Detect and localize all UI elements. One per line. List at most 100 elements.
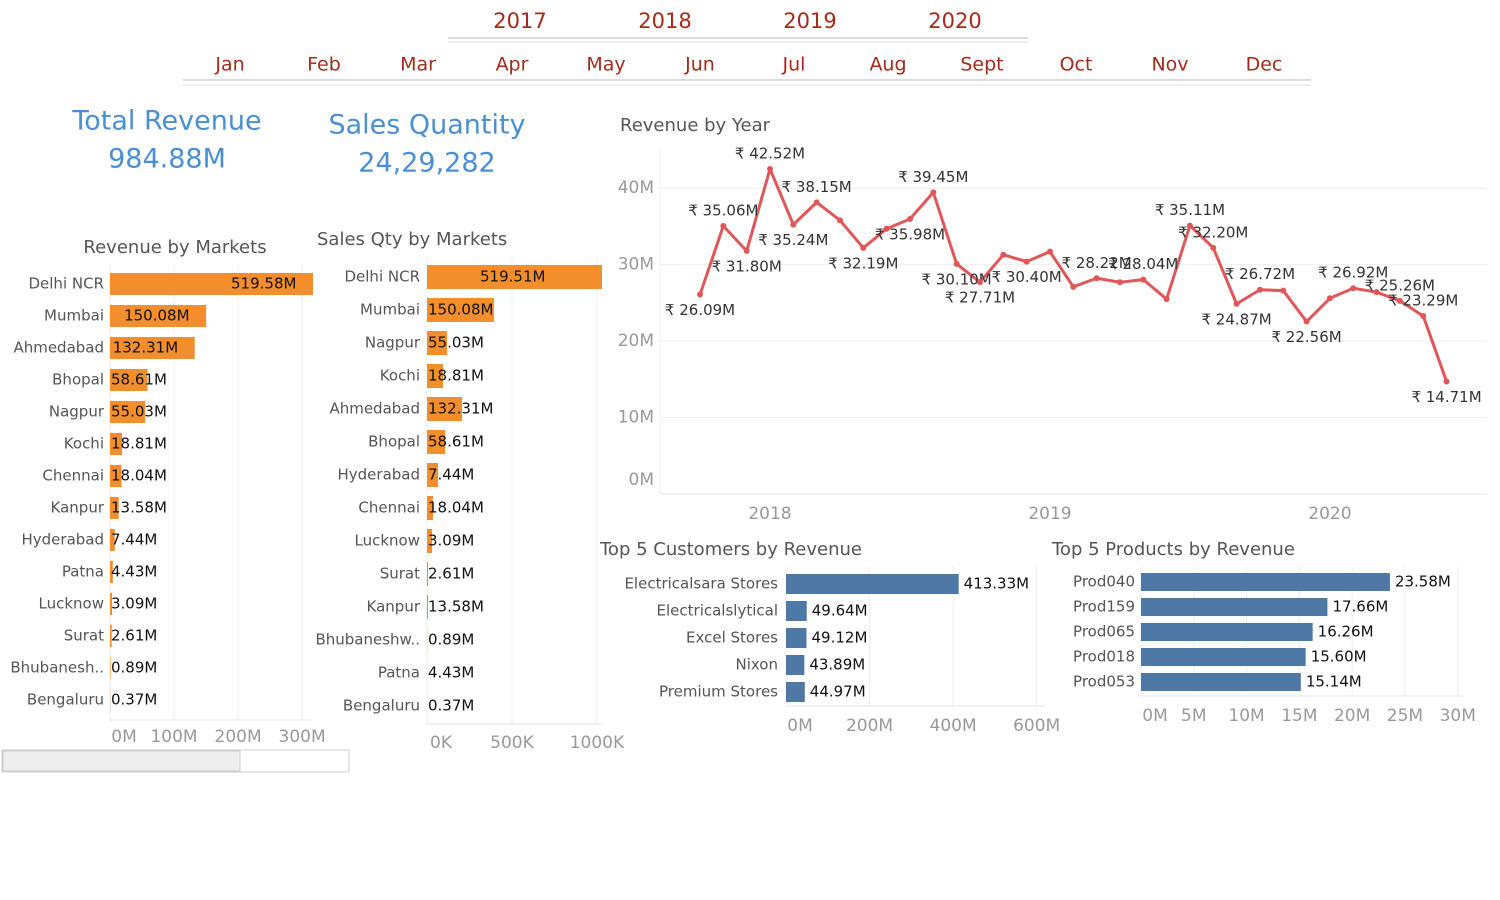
point bbox=[767, 165, 773, 172]
category-label: Excel Stores bbox=[686, 629, 778, 647]
bar bbox=[110, 305, 207, 327]
point bbox=[1280, 287, 1287, 294]
category-label: Prod018 bbox=[1073, 648, 1135, 666]
filter-item[interactable]: Apr bbox=[496, 54, 529, 76]
point-label: ₹ 28.22M bbox=[1062, 254, 1132, 272]
category-label: Bhubanesh.. bbox=[10, 659, 104, 677]
category-label: Lucknow bbox=[39, 595, 105, 613]
value-label: 44.97M bbox=[810, 683, 866, 701]
value-label: 7.44M bbox=[428, 466, 474, 484]
filter-item[interactable]: May bbox=[586, 54, 625, 76]
point bbox=[1116, 279, 1123, 286]
point bbox=[743, 247, 750, 254]
category-label: Ahmedabad bbox=[329, 400, 420, 418]
filter-item[interactable]: Sept bbox=[960, 54, 1003, 76]
point bbox=[1140, 276, 1147, 283]
category-label: Bhopal bbox=[52, 371, 104, 389]
filter-item[interactable]: Dec bbox=[1246, 54, 1283, 76]
category-label: Kanpur bbox=[51, 499, 105, 517]
filter-item[interactable]: Oct bbox=[1060, 54, 1093, 76]
bar bbox=[427, 496, 433, 520]
point bbox=[1373, 289, 1380, 296]
category-label: Bengaluru bbox=[343, 697, 420, 715]
value-label: 49.12M bbox=[812, 629, 868, 647]
filter-item[interactable]: Aug bbox=[869, 54, 906, 76]
category-label: Electricalslytical bbox=[657, 602, 778, 620]
value-label: 2.61M bbox=[111, 627, 157, 645]
point bbox=[1046, 248, 1053, 255]
point bbox=[1093, 275, 1100, 282]
point bbox=[860, 244, 867, 251]
point bbox=[697, 291, 704, 298]
value-label: 18.04M bbox=[111, 467, 167, 485]
point bbox=[1233, 300, 1240, 307]
point-label: ₹ 30.40M bbox=[992, 268, 1062, 286]
filter-item[interactable]: Jul bbox=[782, 54, 806, 76]
x-tick-label: 0M bbox=[111, 727, 136, 747]
point-label: ₹ 22.56M bbox=[1271, 328, 1341, 346]
x-tick-label: 0M bbox=[787, 716, 812, 736]
value-label: 0.37M bbox=[111, 691, 157, 709]
point bbox=[1256, 286, 1263, 293]
category-label: Patna bbox=[378, 664, 420, 682]
category-label: Hyderabad bbox=[22, 531, 105, 549]
filter-item[interactable]: Jan bbox=[214, 54, 244, 76]
filter-item[interactable]: Nov bbox=[1151, 54, 1188, 76]
value-label: 55.03M bbox=[111, 403, 167, 421]
category-label: Bengaluru bbox=[27, 691, 104, 709]
category-label: Prod159 bbox=[1073, 598, 1135, 616]
value-label: 18.81M bbox=[111, 435, 167, 453]
filter-item[interactable]: 2019 bbox=[783, 9, 836, 33]
point-label: ₹ 27.71M bbox=[945, 289, 1015, 307]
chart-title: Revenue by Year bbox=[620, 115, 771, 136]
x-tick-label: 100M bbox=[150, 727, 197, 747]
category-label: Prod053 bbox=[1073, 673, 1135, 691]
filter-item[interactable]: 2018 bbox=[638, 9, 691, 33]
value-label: 15.60M bbox=[1311, 648, 1367, 666]
category-label: Nagpur bbox=[49, 403, 105, 421]
bar bbox=[786, 574, 959, 594]
category-label: Bhubaneshw.. bbox=[315, 631, 420, 649]
point bbox=[1443, 378, 1450, 385]
kpi-label: Sales Quantity bbox=[328, 110, 525, 141]
filter-item[interactable]: 2017 bbox=[493, 9, 546, 33]
scrollbar-thumb[interactable] bbox=[2, 750, 241, 772]
bar bbox=[1141, 673, 1301, 691]
filter-item[interactable]: Mar bbox=[400, 54, 436, 76]
point-label: ₹ 25.26M bbox=[1365, 276, 1435, 294]
category-label: Premium Stores bbox=[659, 683, 778, 701]
value-label: 0.89M bbox=[111, 659, 157, 677]
bar bbox=[427, 595, 429, 619]
point bbox=[790, 221, 797, 228]
bar bbox=[110, 625, 112, 647]
filter-item[interactable]: Jun bbox=[684, 54, 715, 76]
value-label: 18.81M bbox=[428, 367, 484, 385]
value-label: 132.31M bbox=[428, 400, 493, 418]
chart-title: Revenue by Markets bbox=[83, 237, 266, 258]
category-label: Nagpur bbox=[365, 334, 421, 352]
bar bbox=[110, 529, 115, 551]
value-label: 15.14M bbox=[1306, 673, 1362, 691]
point-label: ₹ 31.80M bbox=[712, 257, 782, 275]
point bbox=[930, 189, 937, 196]
value-label: 13.58M bbox=[428, 598, 484, 616]
filter-item[interactable]: 2020 bbox=[928, 9, 981, 33]
point bbox=[883, 225, 890, 232]
x-tick-label: 10M bbox=[1228, 706, 1264, 726]
category-label: Surat bbox=[64, 627, 104, 645]
y-tick-label: 20M bbox=[618, 331, 654, 351]
bar bbox=[427, 331, 448, 355]
value-label: 58.61M bbox=[111, 371, 167, 389]
value-label: 519.51M bbox=[480, 268, 545, 286]
value-label: 3.09M bbox=[428, 532, 474, 550]
x-tick-label: 400M bbox=[930, 716, 977, 736]
kpi-value: 984.88M bbox=[108, 144, 226, 175]
point-label: ₹ 35.98M bbox=[875, 225, 945, 243]
bar bbox=[786, 655, 805, 675]
filter-item[interactable]: Feb bbox=[307, 54, 341, 76]
y-tick-label: 40M bbox=[618, 178, 654, 198]
value-label: 55.03M bbox=[428, 334, 484, 352]
point-label: ₹ 42.52M bbox=[735, 144, 805, 162]
bar bbox=[110, 401, 146, 423]
